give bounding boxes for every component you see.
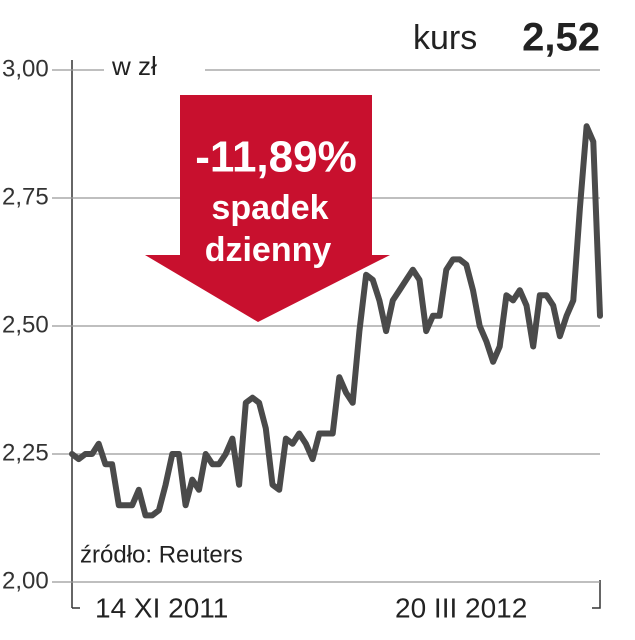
bracket	[592, 580, 601, 609]
source: źródło: Reuters	[80, 541, 243, 568]
current-value: 2,52	[522, 16, 600, 60]
x-start-label: 14 XI 2011	[95, 592, 228, 623]
badge-arrow	[145, 95, 390, 322]
y-tick-label: 2,50	[2, 311, 49, 338]
y-tick-label: 2,75	[2, 183, 49, 210]
badge-change: -11,89%	[195, 133, 356, 182]
y-tick-label: 3,00	[2, 55, 49, 82]
x-end-label: 20 III 2012	[395, 592, 527, 623]
title: kurs	[413, 19, 477, 57]
y-tick-label: 2,25	[2, 439, 49, 466]
price-line	[69, 123, 603, 519]
badge-text: spadek	[211, 189, 328, 227]
badge-text: dzienny	[205, 231, 332, 269]
y-tick-label: 2,00	[2, 567, 49, 594]
unit-label: w zł	[111, 51, 157, 81]
